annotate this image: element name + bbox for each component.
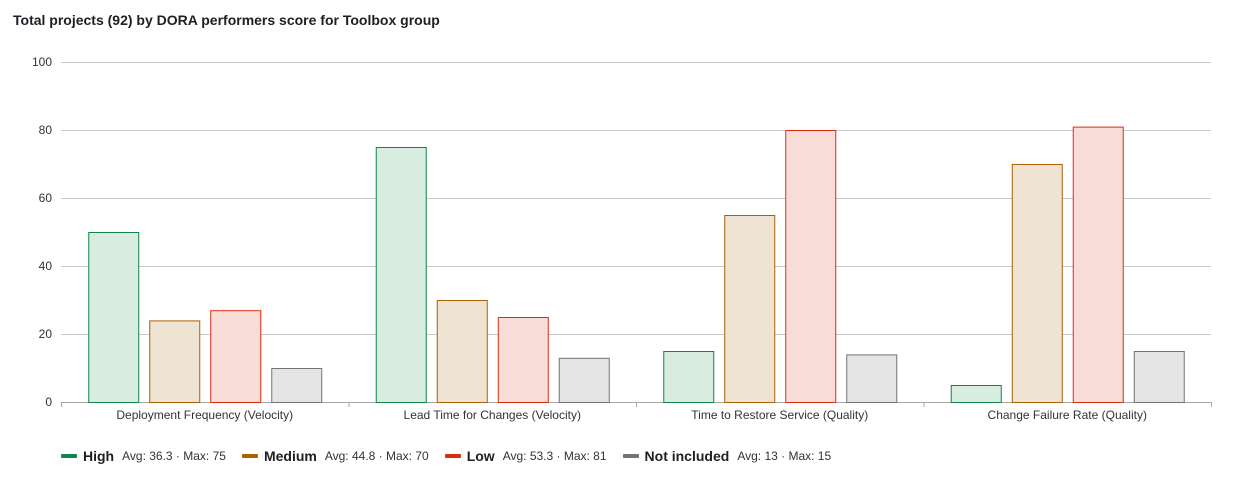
bar-not-included[interactable] xyxy=(558,357,610,403)
x-tick-label: Time to Restore Service (Quality) xyxy=(691,408,868,422)
legend-swatch xyxy=(241,454,258,458)
x-tick-label: Deployment Frequency (Velocity) xyxy=(116,408,293,422)
legend-item-low[interactable]: Low Avg: 53.3 · Max: 81 xyxy=(444,448,607,464)
bar-medium[interactable] xyxy=(436,300,488,403)
legend-series-name: Medium xyxy=(263,448,317,464)
bar-chart: 0 20 40 60 80 100 Deployment Frequency (Veloc… xyxy=(32,55,1212,422)
bar-medium[interactable] xyxy=(1011,164,1063,403)
y-axis-labels: 0 20 40 60 80 100 xyxy=(32,55,52,409)
x-axis-labels: Deployment Frequency (Velocity) Lead Time… xyxy=(61,402,1212,422)
bar-not-included[interactable] xyxy=(271,368,323,403)
bar-not-included[interactable] xyxy=(1133,351,1185,403)
y-tick-label: 40 xyxy=(39,259,53,273)
chart-legend: High Avg: 36.3 · Max: 75 Medium Avg: 44.8 ·… xyxy=(61,448,847,464)
bars xyxy=(88,126,1185,404)
y-tick-label: 100 xyxy=(32,55,52,69)
bar-low[interactable] xyxy=(210,310,262,404)
legend-swatch xyxy=(444,454,461,458)
y-tick-label: 20 xyxy=(39,327,53,341)
bar-low[interactable] xyxy=(1072,126,1124,403)
legend-swatch xyxy=(61,454,77,458)
legend-item-not-included[interactable]: Not included Avg: 13 · Max: 15 xyxy=(622,448,832,464)
bar-high[interactable] xyxy=(663,351,715,403)
legend-series-name: Not included xyxy=(644,448,730,464)
chart-title: Total projects (92) by DORA performers s… xyxy=(13,12,440,28)
legend-series-stats: Avg: 44.8 · Max: 70 xyxy=(324,449,429,463)
legend-item-high[interactable]: High Avg: 36.3 · Max: 75 xyxy=(61,448,226,464)
bar-low[interactable] xyxy=(785,130,837,403)
x-tick-label: Lead Time for Changes (Velocity) xyxy=(404,408,581,422)
y-tick-label: 0 xyxy=(45,395,52,409)
bar-not-included[interactable] xyxy=(846,354,898,403)
bar-medium[interactable] xyxy=(724,215,776,403)
legend-series-name: Low xyxy=(466,448,495,464)
legend-series-stats: Avg: 13 · Max: 15 xyxy=(737,449,832,463)
legend-swatch xyxy=(622,454,639,458)
legend-series-stats: Avg: 53.3 · Max: 81 xyxy=(502,449,607,463)
x-tick-label: Change Failure Rate (Quality) xyxy=(988,408,1147,422)
bar-high[interactable] xyxy=(950,385,1002,403)
bar-high[interactable] xyxy=(88,232,140,403)
bar-low[interactable] xyxy=(497,317,549,403)
y-tick-label: 60 xyxy=(39,191,53,205)
legend-item-medium[interactable]: Medium Avg: 44.8 · Max: 70 xyxy=(241,448,429,464)
bar-high[interactable] xyxy=(375,147,427,403)
legend-series-name: High xyxy=(83,448,115,464)
legend-series-stats: Avg: 36.3 · Max: 75 xyxy=(122,449,226,463)
bar-medium[interactable] xyxy=(149,320,201,403)
y-tick-label: 80 xyxy=(39,123,53,137)
